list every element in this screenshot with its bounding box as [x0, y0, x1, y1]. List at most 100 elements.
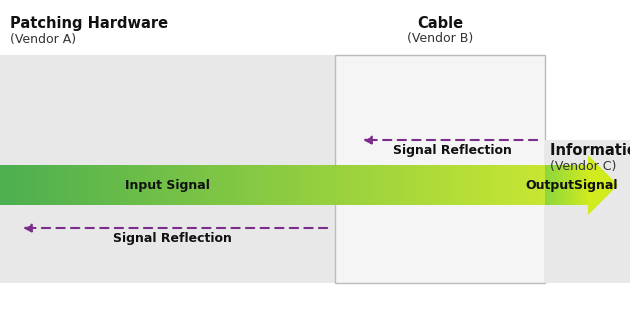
Bar: [290, 165, 295, 205]
Bar: [118, 165, 123, 205]
Bar: [583, 165, 584, 205]
Bar: [576, 165, 578, 205]
Bar: [159, 165, 164, 205]
Bar: [304, 165, 309, 205]
Bar: [77, 165, 83, 205]
Bar: [481, 165, 486, 205]
Bar: [565, 165, 566, 205]
Bar: [527, 165, 532, 205]
Bar: [576, 165, 577, 205]
Bar: [585, 165, 587, 205]
Text: (Vendor C): (Vendor C): [550, 160, 616, 173]
Bar: [200, 165, 205, 205]
Bar: [450, 165, 455, 205]
Bar: [563, 165, 564, 205]
Bar: [573, 165, 574, 205]
Bar: [14, 165, 19, 205]
Bar: [561, 165, 562, 205]
Bar: [557, 165, 558, 205]
Bar: [236, 165, 241, 205]
Bar: [547, 165, 549, 205]
Text: (Vendor A): (Vendor A): [10, 33, 76, 46]
Text: (Vendor B): (Vendor B): [407, 32, 473, 45]
Bar: [570, 165, 571, 205]
Bar: [113, 165, 118, 205]
Bar: [364, 165, 369, 205]
Bar: [32, 165, 37, 205]
Bar: [123, 165, 128, 205]
Bar: [4, 165, 9, 205]
Bar: [100, 165, 105, 205]
Bar: [584, 165, 585, 205]
Bar: [522, 165, 527, 205]
Bar: [18, 165, 23, 205]
Bar: [579, 165, 580, 205]
Bar: [37, 165, 42, 205]
Bar: [568, 165, 570, 205]
Bar: [249, 165, 255, 205]
Text: Information Outlet: Information Outlet: [550, 143, 630, 158]
Bar: [399, 165, 404, 205]
Bar: [168, 165, 173, 205]
Bar: [323, 165, 328, 205]
Bar: [382, 165, 387, 205]
Bar: [418, 165, 423, 205]
Bar: [177, 165, 182, 205]
Bar: [581, 165, 582, 205]
Bar: [127, 165, 132, 205]
Bar: [341, 165, 346, 205]
Bar: [164, 165, 169, 205]
Bar: [556, 165, 557, 205]
Bar: [391, 165, 396, 205]
Text: Input Signal: Input Signal: [125, 179, 210, 192]
Bar: [568, 165, 569, 205]
Bar: [472, 165, 478, 205]
Bar: [86, 165, 91, 205]
Bar: [561, 165, 563, 205]
Bar: [553, 165, 554, 205]
Bar: [459, 165, 464, 205]
Bar: [181, 165, 186, 205]
Bar: [277, 165, 282, 205]
Bar: [541, 165, 546, 205]
Bar: [268, 165, 273, 205]
Polygon shape: [588, 155, 618, 215]
Bar: [409, 165, 414, 205]
Bar: [327, 165, 332, 205]
Bar: [513, 165, 518, 205]
Bar: [154, 165, 159, 205]
Bar: [413, 165, 418, 205]
Bar: [232, 165, 237, 205]
Bar: [27, 165, 32, 205]
Bar: [578, 165, 579, 205]
Bar: [214, 165, 219, 205]
Bar: [495, 165, 500, 205]
Bar: [0, 165, 5, 205]
Bar: [554, 165, 555, 205]
Bar: [550, 165, 551, 205]
Bar: [571, 165, 572, 205]
Bar: [336, 165, 341, 205]
Bar: [588, 165, 590, 205]
Bar: [491, 165, 496, 205]
Bar: [531, 165, 536, 205]
Bar: [575, 165, 576, 205]
Bar: [386, 165, 391, 205]
Bar: [504, 165, 509, 205]
Bar: [552, 165, 553, 205]
Bar: [558, 165, 559, 205]
Bar: [245, 165, 250, 205]
Bar: [564, 165, 566, 205]
Bar: [354, 165, 359, 205]
Bar: [422, 165, 427, 205]
Bar: [454, 165, 459, 205]
Bar: [436, 165, 441, 205]
Bar: [295, 165, 301, 205]
Bar: [555, 165, 556, 205]
Bar: [440, 165, 445, 205]
Bar: [109, 165, 114, 205]
Bar: [580, 165, 581, 205]
Bar: [191, 165, 196, 205]
Bar: [545, 165, 546, 205]
Bar: [50, 165, 55, 205]
